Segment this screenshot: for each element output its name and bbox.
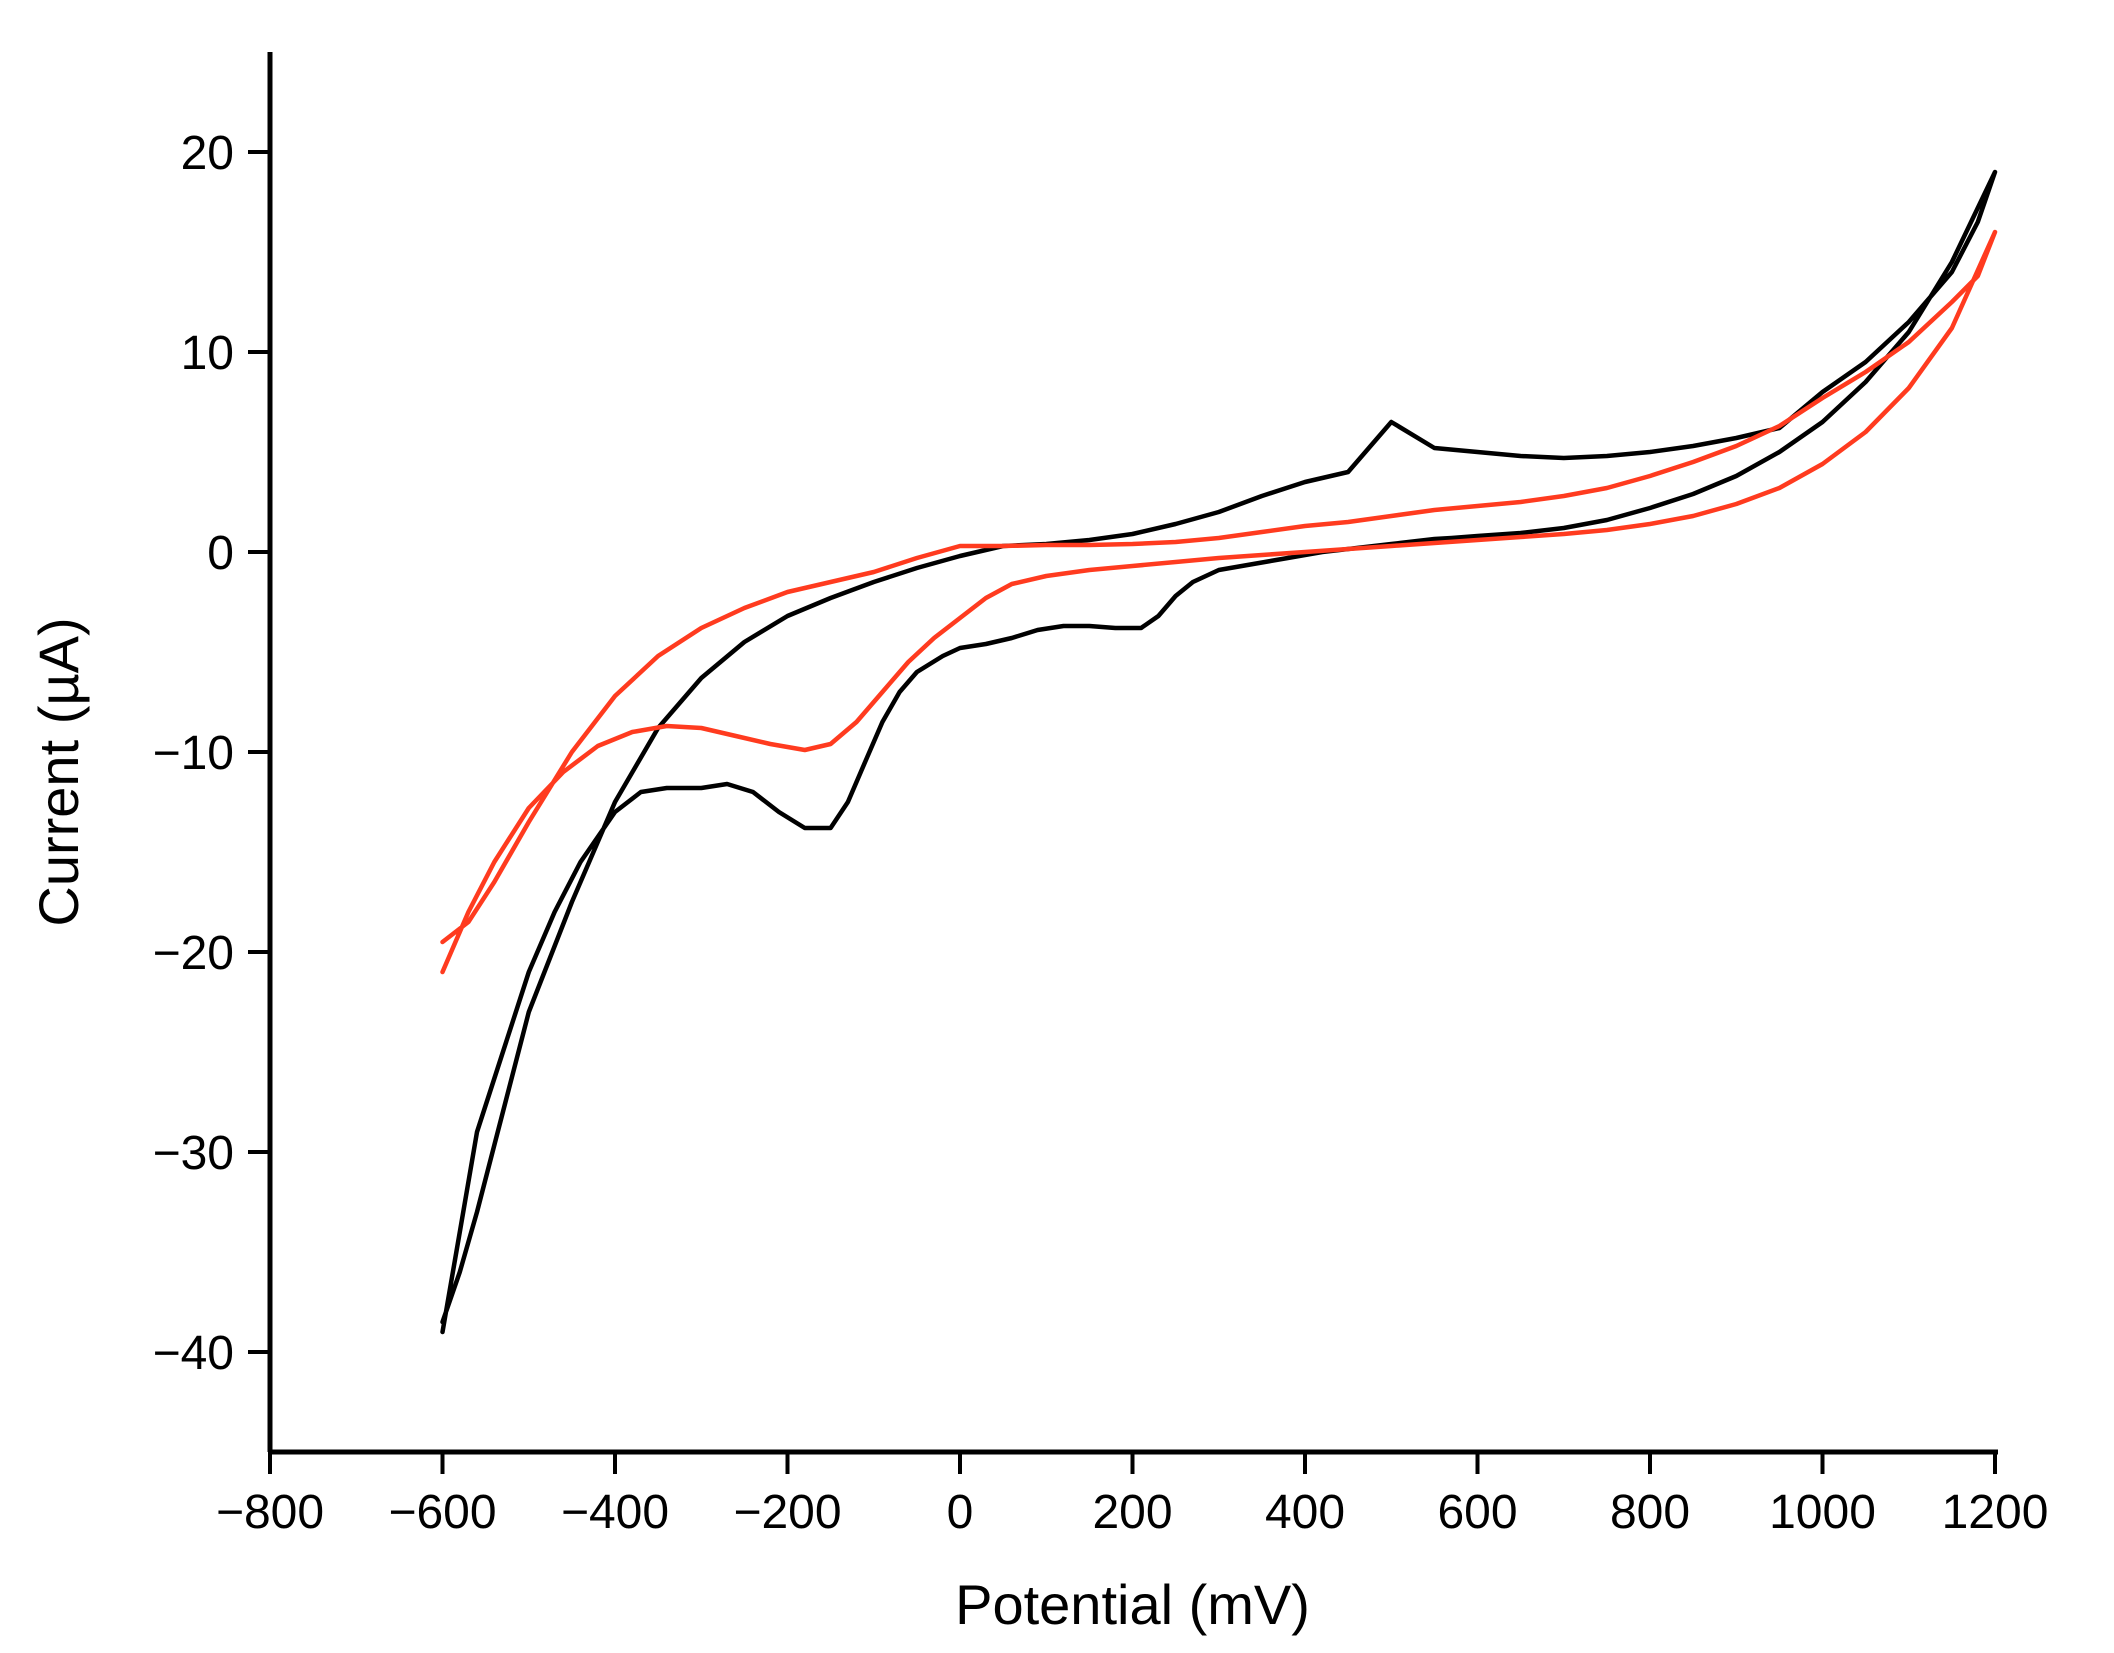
- x-tick-label: −800: [216, 1486, 324, 1539]
- x-tick-label: −600: [388, 1486, 496, 1539]
- y-tick-label: 0: [207, 527, 234, 580]
- y-tick-label: −40: [153, 1327, 234, 1380]
- x-tick-label: −400: [561, 1486, 669, 1539]
- axes: [267, 52, 1998, 1455]
- x-axis-label: Potential (mV): [955, 1573, 1310, 1636]
- x-tick-label: 600: [1437, 1486, 1517, 1539]
- y-axis-label: Current (µA): [27, 617, 90, 926]
- plot-series: [440, 169, 1998, 1335]
- y-tick-label: 10: [181, 327, 234, 380]
- y-tick-label: 20: [181, 127, 234, 180]
- x-tick-label: 200: [1092, 1486, 1172, 1539]
- y-tick-label: −30: [153, 1127, 234, 1180]
- y-tick-label: −10: [153, 727, 234, 780]
- x-tick-label: 1000: [1769, 1486, 1876, 1539]
- y-tick-label: −20: [153, 927, 234, 980]
- series-line-2: [440, 229, 1998, 975]
- y-ticks: −40 −30 −20 −10 0 10 20: [153, 127, 270, 1380]
- x-tick-label: 0: [947, 1486, 974, 1539]
- x-ticks: −800 −600 −400 −200 0 200 400 600 800 1000 1200: [216, 1452, 2048, 1539]
- x-tick-label: 1200: [1942, 1486, 2049, 1539]
- series-line-1: [440, 169, 1998, 1335]
- x-tick-label: 800: [1610, 1486, 1690, 1539]
- x-tick-label: 400: [1265, 1486, 1345, 1539]
- x-tick-label: −200: [733, 1486, 841, 1539]
